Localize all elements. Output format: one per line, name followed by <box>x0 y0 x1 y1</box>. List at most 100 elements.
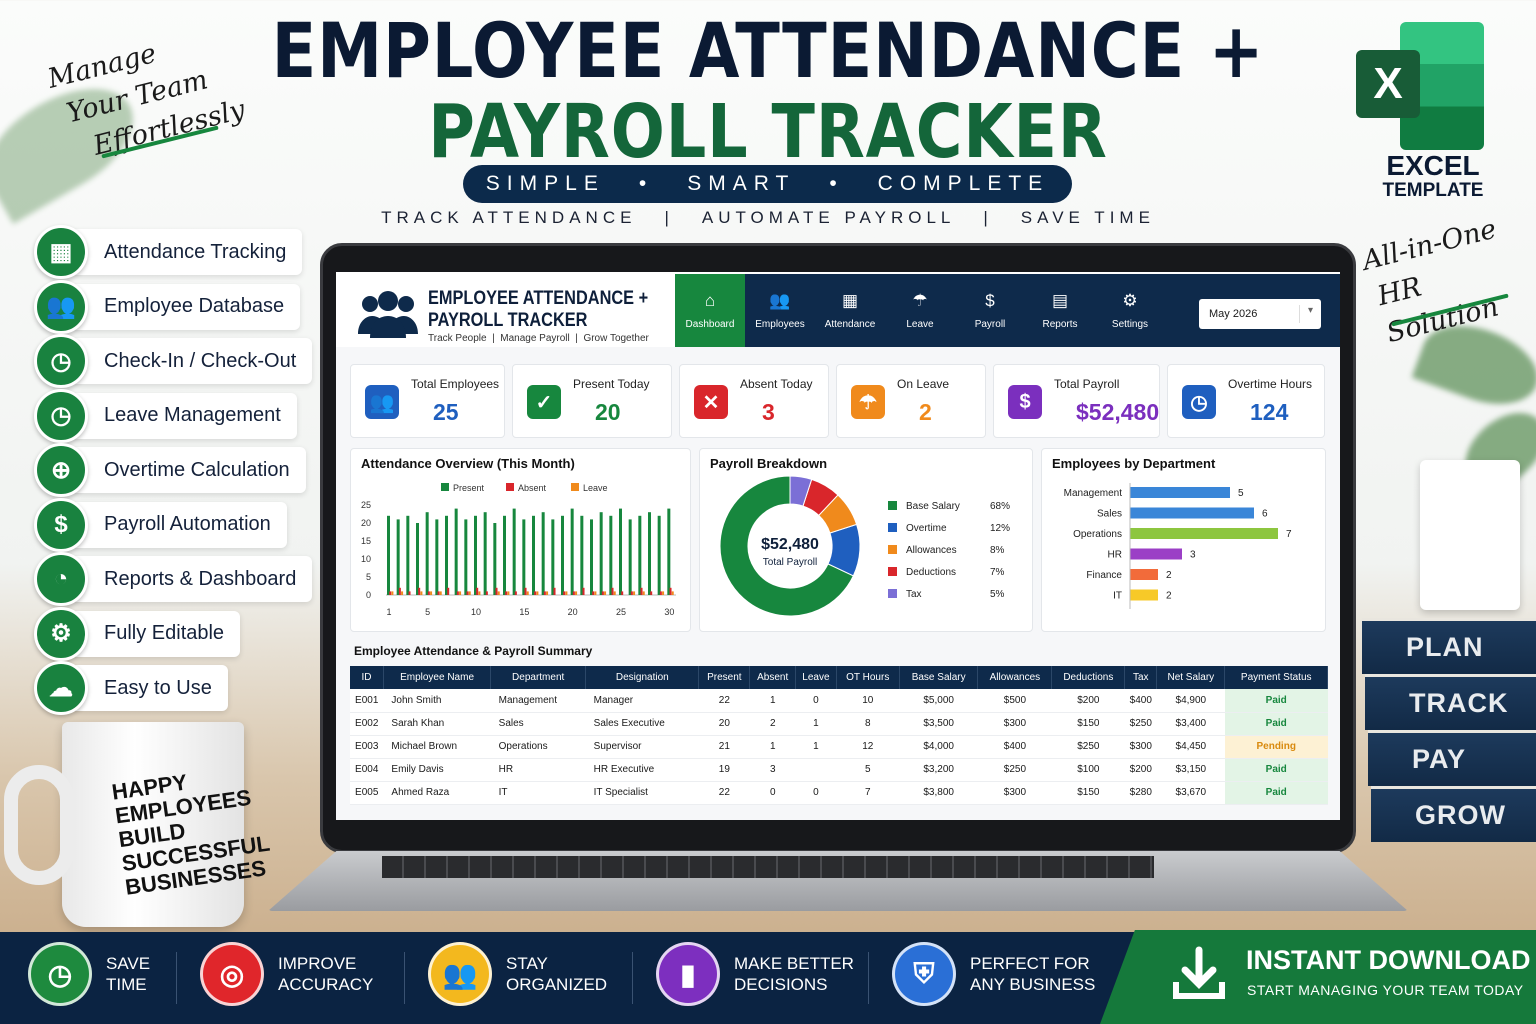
column-header[interactable]: Allowances <box>977 666 1053 689</box>
table-cell: $150 <box>1051 781 1125 805</box>
table-cell: $200 <box>1124 758 1157 782</box>
column-header[interactable]: Leave <box>795 666 837 689</box>
plant-pot <box>1420 460 1520 610</box>
nav-leave[interactable]: ☂ Leave <box>906 291 934 330</box>
table-row[interactable]: E001 John Smith Management Manager 22 1 0 10 $5,… <box>350 689 1328 713</box>
bar-absent <box>611 587 614 595</box>
plus-icon: ⊕ <box>34 443 88 497</box>
legend-label: Base Salary <box>906 501 960 512</box>
bar-leave <box>430 591 433 595</box>
book-spine: GROW <box>1371 786 1536 842</box>
bar-absent <box>534 591 537 595</box>
column-header[interactable]: Absent <box>749 666 797 689</box>
bar-present <box>638 515 642 595</box>
table-row[interactable]: E004 Emily Davis HR HR Executive 19 3 5 $3,200 $… <box>350 758 1328 782</box>
bar-absent <box>669 587 672 595</box>
users-icon: 👥 <box>428 942 492 1006</box>
legend-label: Leave <box>583 483 608 493</box>
month-select[interactable]: May 2026 ▾ <box>1199 299 1321 329</box>
table-cell: $3,150 <box>1156 758 1225 782</box>
legend-percent: 5% <box>990 589 1005 600</box>
nav-attendance[interactable]: ▦ Attendance <box>824 291 876 330</box>
column-header[interactable]: Base Salary <box>899 666 979 689</box>
feature-label: Overtime Calculation <box>76 447 306 493</box>
bar-absent <box>456 591 459 595</box>
column-header[interactable]: Present <box>698 666 751 689</box>
bar-absent <box>505 591 508 595</box>
bar-absent <box>592 591 595 595</box>
column-header[interactable]: Department <box>490 666 587 689</box>
kpi-card: 👥 Total Employees 25 <box>350 364 505 438</box>
panel-title: Payroll Breakdown <box>710 456 828 471</box>
table-cell: $3,800 <box>899 781 978 805</box>
cta-banner[interactable] <box>1100 930 1536 1024</box>
clock-icon: ◷ <box>34 388 88 443</box>
column-header[interactable]: Net Salary <box>1156 666 1226 689</box>
column-header[interactable]: Payment Status <box>1224 666 1328 689</box>
table-cell: $200 <box>1051 689 1125 713</box>
book-spine: PLAN <box>1362 618 1536 674</box>
donut-center-label: Total Payroll <box>762 557 818 568</box>
status-badge: Paid <box>1224 758 1328 782</box>
column-header[interactable]: OT Hours <box>836 666 900 689</box>
bar-present <box>541 512 545 595</box>
bar-leave <box>604 591 607 595</box>
bar-absent <box>427 591 430 595</box>
table-cell: $250 <box>977 758 1052 782</box>
column-header[interactable]: Deductions <box>1051 666 1126 689</box>
bar-present <box>590 519 593 595</box>
table-cell: Sales Executive <box>585 712 699 736</box>
home-icon: ⌂ <box>704 291 716 310</box>
feature-item: ◔ Reports & Dashboard <box>34 552 313 606</box>
table-row[interactable]: E003 Michael Brown Operations Supervisor 21 1… <box>350 735 1328 759</box>
kpi-card: $ Total Payroll $52,480 <box>993 364 1160 438</box>
y-tick-label: 20 <box>361 518 371 528</box>
legend-swatch <box>571 483 579 491</box>
bar-absent <box>476 587 479 595</box>
bar-absent <box>572 591 575 595</box>
nav-employees[interactable]: 👥 Employees <box>755 291 805 330</box>
column-header[interactable]: Designation <box>585 666 700 689</box>
feature-label: Employee Database <box>76 283 301 330</box>
table-cell: 22 <box>698 689 750 713</box>
kpi-value: $52,480 <box>1076 399 1160 425</box>
table-cell: 19 <box>698 758 750 782</box>
kpi-card: ◷ Overtime Hours 124 <box>1167 364 1325 438</box>
table-cell: 2 <box>749 712 796 736</box>
nav-payroll[interactable]: $ Payroll <box>974 291 1006 330</box>
table-cell: $400 <box>977 735 1052 759</box>
kpi-label: Present Today <box>573 377 650 391</box>
table-cell: 0 <box>749 781 796 805</box>
bar-absent <box>398 587 401 595</box>
value-label: 5 <box>1238 488 1244 499</box>
cloud-download-icon: ☁ <box>34 661 88 715</box>
dollar-icon: $ <box>34 497 88 552</box>
value-label: 6 <box>1262 509 1268 520</box>
legend-percent: 8% <box>990 545 1005 556</box>
table-row[interactable]: E002 Sarah Khan Sales Sales Executive 20 2 1 8 $… <box>350 712 1328 736</box>
bar-absent <box>418 587 421 595</box>
value-label: 7 <box>1286 529 1292 540</box>
nav-dashboard[interactable]: ⌂ Dashboard <box>675 274 745 347</box>
category-label: IT <box>1113 591 1122 602</box>
bar-present <box>609 515 613 595</box>
table-row[interactable]: E005 Ahmed Raza IT IT Specialist 22 0 0 7 $3,800… <box>350 781 1328 805</box>
column-header[interactable]: Employee Name <box>383 666 492 689</box>
dashboard-tagline: Track People | Manage Payroll | Grow Tog… <box>428 333 649 344</box>
book-spine: TRACK <box>1365 674 1536 730</box>
column-header[interactable]: Tax <box>1124 666 1158 689</box>
pie-icon: ◔ <box>34 552 88 606</box>
column-header[interactable]: ID <box>350 666 384 689</box>
table-cell: 22 <box>698 781 750 805</box>
bar-present <box>406 515 410 595</box>
nav-settings[interactable]: ⚙ Settings <box>1111 291 1149 330</box>
status-badge: Paid <box>1224 781 1328 805</box>
table-cell: 21 <box>698 735 750 759</box>
bar-present <box>512 508 516 595</box>
table-cell: $4,900 <box>1156 689 1225 713</box>
bar-absent <box>582 587 585 595</box>
nav-reports[interactable]: ▤ Reports <box>1042 291 1078 330</box>
table-cell: 7 <box>836 781 900 805</box>
bar-absent <box>553 587 556 595</box>
users-icon: 👥 <box>769 291 791 310</box>
